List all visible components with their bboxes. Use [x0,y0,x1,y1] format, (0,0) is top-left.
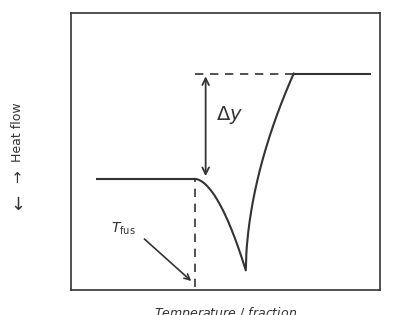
Text: $T_\mathregular{fus}$: $T_\mathregular{fus}$ [111,220,136,237]
Text: ↓: ↓ [10,196,25,214]
Text: $\mathit{Temperature\ /\ fraction}$: $\mathit{Temperature\ /\ fraction}$ [154,305,297,315]
Text: →: → [10,170,25,183]
Text: Heat flow: Heat flow [11,102,24,162]
Text: $\Delta y$: $\Delta y$ [217,104,244,126]
